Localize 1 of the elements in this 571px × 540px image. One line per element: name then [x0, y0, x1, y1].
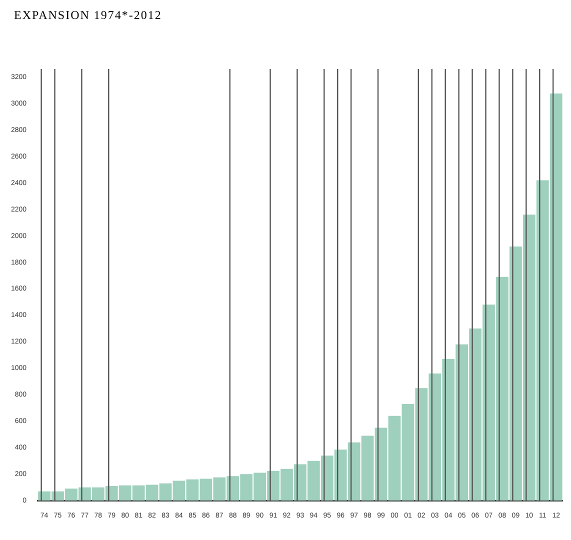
chart-title: EXPANSION 1974*-2012 — [14, 8, 163, 23]
